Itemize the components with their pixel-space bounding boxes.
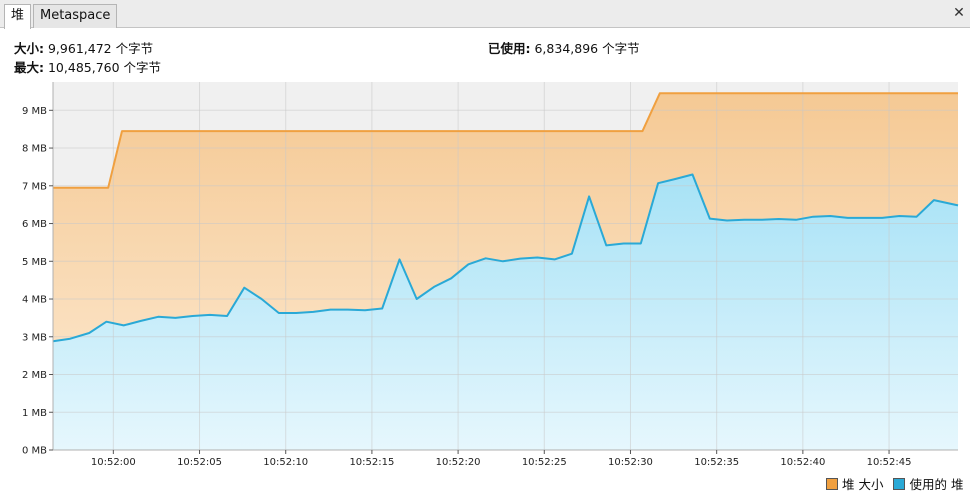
y-tick-label: 4 MB	[22, 295, 47, 306]
heap-used-label: 已使用:	[488, 41, 531, 56]
legend-swatch-heap-size	[826, 477, 838, 490]
x-tick-label: 10:52:10	[263, 457, 308, 468]
x-tick-label: 10:52:30	[608, 457, 653, 468]
y-tick-label: 0 MB	[22, 446, 47, 457]
y-tick-label: 8 MB	[22, 144, 47, 155]
legend-swatch-used-heap	[893, 477, 906, 490]
heap-size-value: 9,961,472 个字节	[47, 41, 154, 56]
legend-label-used-heap: 使用的 堆	[909, 477, 964, 492]
legend-label-heap-size: 堆 大小	[842, 477, 884, 492]
y-tick-label: 1 MB	[22, 408, 47, 419]
y-tick-label: 7 MB	[22, 181, 47, 192]
x-tick-label: 10:52:40	[780, 457, 825, 468]
tab-metaspace[interactable]: Metaspace	[33, 4, 118, 28]
y-tick-label: 3 MB	[22, 332, 47, 343]
heap-used-info: 已使用: 6,834,896 个字节	[488, 38, 640, 57]
series-line-heap-size	[53, 92, 958, 189]
x-tick-label: 10:52:15	[349, 457, 394, 468]
heap-max-value: 10,485,760 个字节	[47, 60, 162, 75]
y-tick-label: 2 MB	[22, 370, 47, 381]
tab-heap[interactable]: 堆	[4, 4, 32, 29]
x-tick-label: 10:52:35	[694, 457, 739, 468]
series-area-used-heap	[53, 174, 958, 450]
heap-max-info: 最大: 10,485,760 个字节	[14, 57, 161, 76]
x-tick-label: 10:52:45	[867, 457, 912, 468]
x-tick-label: 10:52:05	[177, 457, 222, 468]
y-tick-label: 6 MB	[22, 219, 47, 230]
x-tick-label: 10:52:25	[522, 457, 567, 468]
heap-size-label: 大小:	[14, 41, 44, 56]
y-tick-label: 9 MB	[22, 106, 47, 117]
y-tick-label: 5 MB	[22, 257, 47, 268]
heap-size-info: 大小: 9,961,472 个字节	[14, 38, 153, 57]
close-icon[interactable]: ✕	[953, 5, 965, 21]
series-line-used-heap	[52, 173, 959, 343]
x-tick-label: 10:52:20	[436, 457, 481, 468]
heap-used-value: 6,834,896 个字节	[534, 41, 640, 56]
tab-bar: 堆 Metaspace ✕	[0, 0, 970, 29]
legend: 堆 大小 使用的 堆	[826, 474, 963, 493]
heap-max-label: 最大:	[14, 60, 44, 75]
x-tick-label: 10:52:00	[91, 457, 136, 468]
